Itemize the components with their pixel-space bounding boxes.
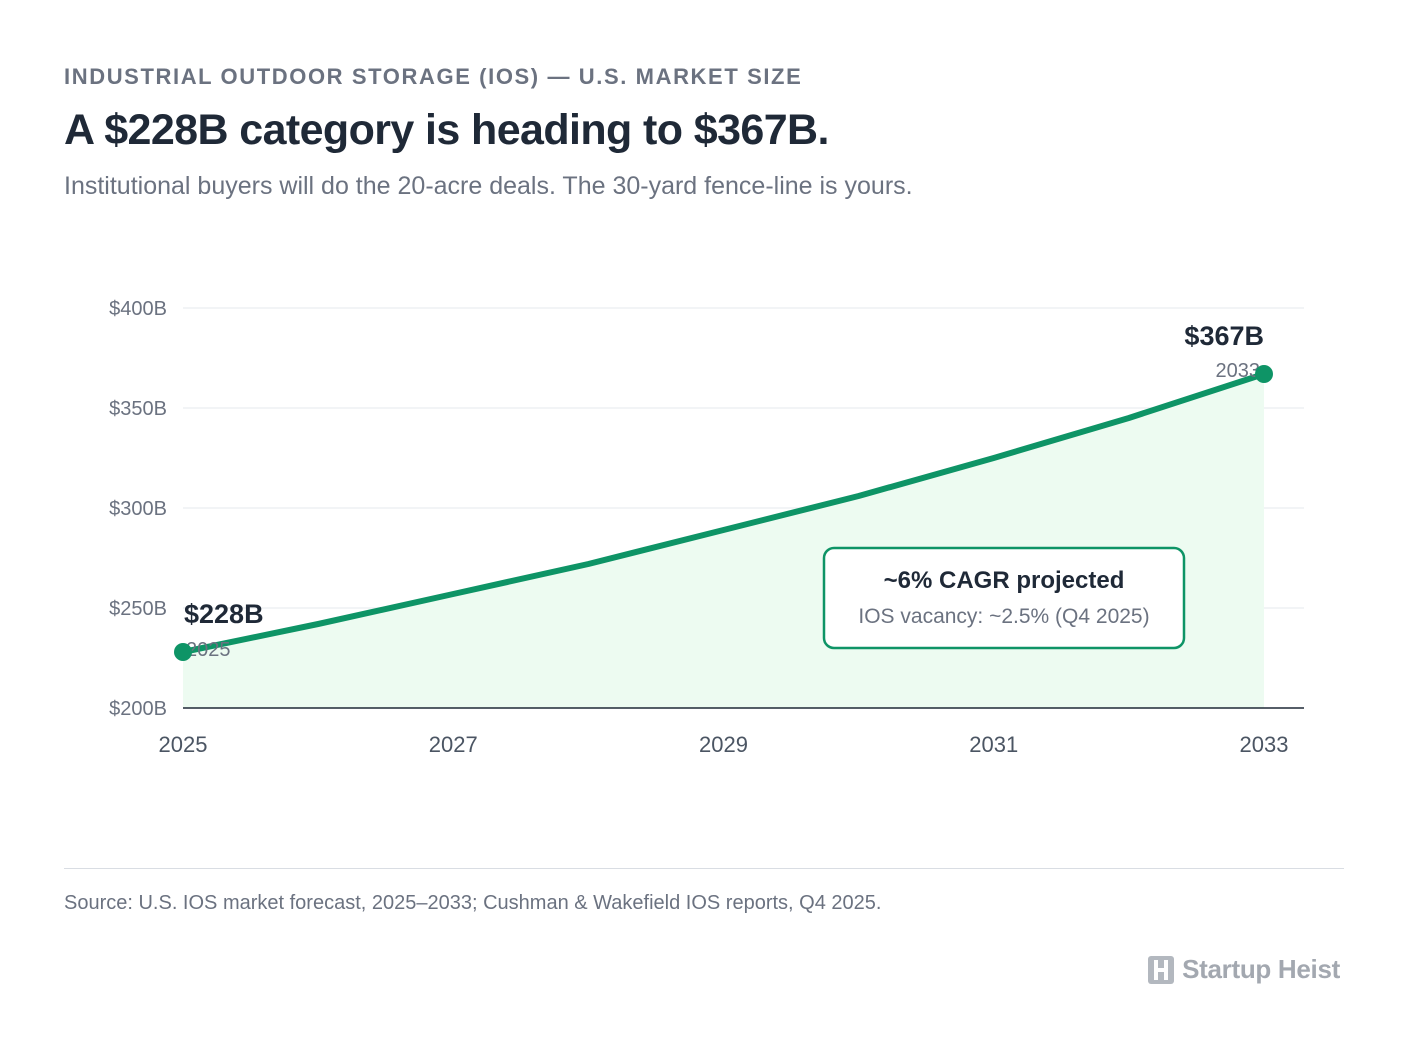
end-year-label: 2033 [1216, 360, 1261, 382]
y-tick-label: $400B [109, 298, 167, 320]
chart-subtitle: Institutional buyers will do the 20-acre… [64, 172, 913, 200]
x-tick-label: 2025 [159, 732, 208, 757]
start-point-marker [174, 643, 192, 661]
cagr-callout-text: IOS vacancy: ~2.5% (Q4 2025) [858, 605, 1149, 628]
x-tick-label: 2027 [429, 732, 478, 757]
y-tick-label: $200B [109, 698, 167, 720]
y-tick-label: $300B [109, 498, 167, 520]
end-value-label: $367B [1184, 321, 1264, 351]
brand-logo: Startup Heist [1148, 954, 1340, 985]
chart-eyebrow: INDUSTRIAL OUTDOOR STORAGE (IOS) — U.S. … [64, 64, 803, 89]
y-tick-label: $250B [109, 598, 167, 620]
brand-name: Startup Heist [1182, 954, 1340, 984]
x-tick-label: 2033 [1240, 732, 1289, 757]
source-note: Source: U.S. IOS market forecast, 2025–2… [64, 892, 882, 914]
chart-headline: A $228B category is heading to $367B. [64, 106, 829, 154]
end-point-marker [1255, 365, 1273, 383]
start-year-label: 2025 [186, 639, 231, 661]
y-tick-label: $350B [109, 398, 167, 420]
footer-divider [64, 868, 1344, 869]
start-value-label: $228B [184, 599, 264, 629]
x-tick-label: 2031 [969, 732, 1018, 757]
series-line [180, 371, 1267, 655]
x-tick-label: 2029 [699, 732, 748, 757]
startup-heist-logo-icon [1148, 955, 1175, 984]
cagr-callout-title: ~6% CAGR projected [884, 567, 1125, 594]
cagr-callout-box [822, 546, 1186, 650]
